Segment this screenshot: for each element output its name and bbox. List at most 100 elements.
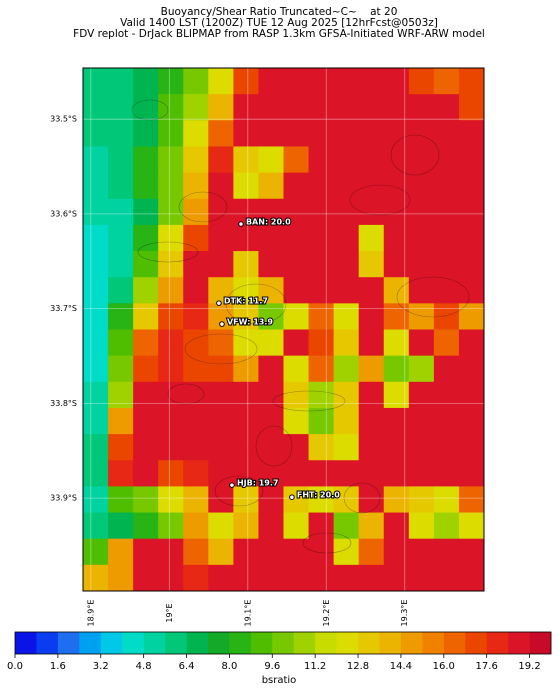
grid-cell [433,94,460,121]
grid-cell [133,538,159,566]
grid-cell [333,277,360,304]
grid-cell [408,94,435,121]
grid-cell [383,512,410,540]
grid-cell [383,277,410,304]
grid-cell [208,381,234,409]
grid-cell [408,120,435,147]
grid-cell [158,381,184,409]
grid-cell [458,564,485,592]
grid-cell [183,381,209,409]
grid-cell [433,277,460,304]
grid-cell [233,224,259,252]
grid-cell [83,355,109,383]
grid-cell [408,251,435,278]
grid-cell [83,329,109,357]
grid-cell [158,120,184,147]
grid-cell [258,94,284,121]
grid-cell [258,198,284,226]
grid-cell [83,251,109,278]
grid-cell [283,94,310,121]
terrain-contour [396,276,470,318]
grid-cell [208,94,234,121]
grid-cell [208,198,234,226]
colorbar-swatch [272,632,295,654]
grid-cell [308,94,335,121]
grid-cell [158,224,184,252]
grid-cell [208,224,234,252]
grid-cell [308,329,335,357]
grid-cell [458,224,485,252]
grid-cell [283,407,310,435]
grid-cell [233,512,259,540]
colorbar-tick-label: 14.4 [390,661,412,672]
grid-cell [308,512,335,540]
grid-cell [133,460,159,487]
grid-cell [433,407,460,435]
grid-cell [383,172,410,200]
grid-cell [133,355,159,383]
grid-cell [358,381,385,409]
grid-cell [83,224,109,252]
station-marker [216,300,222,306]
grid-cell [258,434,284,461]
grid-cell [158,251,184,278]
colorbar-swatch [100,632,123,654]
grid-cell [433,434,460,461]
grid-cell [358,146,385,174]
grid-cell [308,564,335,592]
grid-cell [133,512,159,540]
grid-cell [383,224,410,252]
colorbar-swatch [186,632,209,654]
grid-cell [158,512,184,540]
map-frame [82,67,485,592]
grid-cell [458,355,485,383]
grid-cell [333,224,360,252]
grid-cell [333,120,360,147]
grid-cell [258,460,284,487]
grid-cell [133,329,159,357]
grid-cell [358,512,385,540]
grid-cell [233,460,259,487]
grid-cell [133,224,159,252]
grid-cell [183,355,209,383]
grid-cell [183,251,209,278]
colorbar-swatch [36,632,59,654]
grid-cell [283,146,310,174]
grid-cell [408,564,435,592]
grid-cell [233,329,259,357]
grid-cell [158,486,184,514]
grid-cell [133,564,159,592]
grid-cell [308,224,335,252]
grid-cell [258,146,284,174]
grid-cell [308,538,335,566]
grid-cell [308,434,335,461]
grid-cell [433,564,460,592]
grid-cell [83,303,109,330]
grid-cell [458,407,485,435]
colorbar-swatch [165,632,187,654]
terrain-contour [184,333,258,365]
grid-cell [133,303,159,330]
lon-label: 18.9°E [86,600,95,627]
colorbar-swatch [315,632,337,654]
grid-cell [83,407,109,435]
grid-cell [308,120,335,147]
grid-cell [108,120,134,147]
overlay [83,68,484,591]
grid-cell [133,198,159,226]
grid-cell [258,251,284,278]
grid-cell [233,434,259,461]
grid-cell [408,486,435,514]
grid-cell [183,460,209,487]
grid-cell [458,512,485,540]
lat-label: 33.6°S [50,209,77,218]
grid-cell [358,68,385,95]
grid-cell [383,434,410,461]
grid-cell [183,407,209,435]
grid-cell [108,198,134,226]
grid-cell [308,198,335,226]
grid-cell [158,172,184,200]
grid-cell [308,407,335,435]
grid-cell [208,486,234,514]
